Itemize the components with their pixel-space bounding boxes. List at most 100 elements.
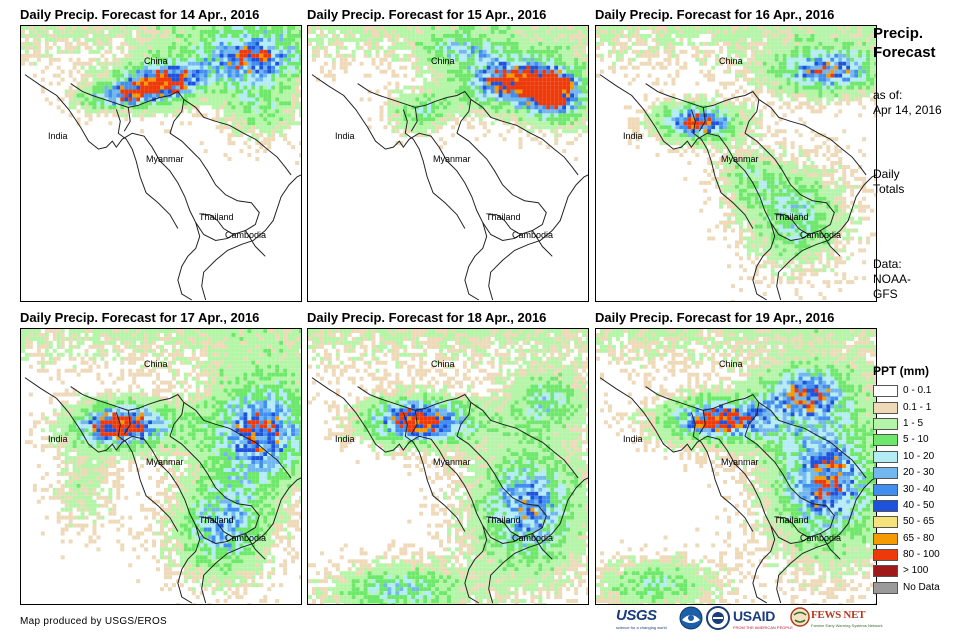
- usaid-seal-icon: [706, 606, 730, 630]
- precip-field: [21, 329, 301, 604]
- legend-swatch: [873, 549, 898, 562]
- legend-label: 1 - 5: [903, 417, 924, 429]
- legend-label: 30 - 40: [903, 483, 935, 495]
- as-of-label: as of:: [873, 88, 903, 102]
- country-label-cambodia: Cambodia: [225, 533, 267, 543]
- precip-cells: [308, 26, 588, 162]
- sidebar-title: Precip. Forecast: [873, 24, 936, 62]
- country-label-china: China: [144, 359, 168, 369]
- legend-label: 65 - 80: [903, 532, 935, 544]
- legend-item: 80 - 100: [873, 547, 963, 563]
- legend-item: > 100: [873, 563, 963, 579]
- legend-item: 5 - 10: [873, 432, 963, 448]
- precip-map: China India Myanmar Thailand Cambodia: [307, 328, 589, 605]
- as-of-date: as of: Apr 14, 2016: [873, 88, 942, 118]
- panel-title: Daily Precip. Forecast for 15 Apr., 2016: [307, 7, 547, 22]
- legend-swatch: [873, 516, 898, 529]
- precip-cells: [21, 26, 301, 165]
- country-label-cambodia: Cambodia: [225, 230, 267, 240]
- totals-note: Daily Totals: [873, 167, 904, 197]
- legend-label: 50 - 65: [903, 516, 935, 528]
- country-borders: [311, 74, 588, 301]
- country-label-myanmar: Myanmar: [433, 457, 471, 467]
- panel-title: Daily Precip. Forecast for 18 Apr., 2016: [307, 310, 547, 325]
- precip-field: [596, 329, 876, 604]
- country-label-india: India: [623, 131, 643, 141]
- usgs-wordmark: USGS: [616, 607, 657, 624]
- country-label-myanmar: Myanmar: [433, 154, 471, 164]
- legend-label: No Data: [903, 581, 940, 593]
- country-label-cambodia: Cambodia: [800, 533, 842, 543]
- legend-item: 0 - 0.1: [873, 383, 963, 399]
- legend-swatch: [873, 565, 898, 578]
- legend-swatch: [873, 434, 898, 447]
- country-label-thailand: Thailand: [486, 515, 521, 525]
- precip-legend: PPT (mm) 0 - 0.1 0.1 - 1 1 - 5 5 - 10 10 - 2…: [873, 364, 963, 596]
- legend-swatch: [873, 532, 898, 545]
- country-label-cambodia: Cambodia: [512, 533, 554, 543]
- country-label-cambodia: Cambodia: [800, 230, 842, 240]
- country-label-china: China: [431, 359, 455, 369]
- legend-swatch: [873, 483, 898, 496]
- sidebar-title-line: Forecast: [873, 44, 936, 61]
- legend-title: PPT (mm): [873, 364, 930, 378]
- legend-label: 40 - 50: [903, 499, 935, 511]
- legend-label: 5 - 10: [903, 434, 929, 446]
- panel-title: Daily Precip. Forecast for 17 Apr., 2016: [20, 310, 260, 325]
- precip-map: China India Myanmar Thailand Cambodia: [595, 25, 877, 302]
- panel-title: Daily Precip. Forecast for 16 Apr., 2016: [595, 7, 835, 22]
- legend-item: No Data: [873, 580, 963, 596]
- usaid-wordmark: USAID: [733, 608, 776, 624]
- data-source-line: NOAA-: [873, 272, 912, 286]
- country-borders: [24, 377, 301, 604]
- country-label-myanmar: Myanmar: [146, 154, 184, 164]
- precip-cells: [308, 329, 588, 604]
- country-label-india: India: [623, 434, 643, 444]
- legend-item: 65 - 80: [873, 531, 963, 547]
- fews-wordmark: FEWS NET: [811, 609, 866, 621]
- usaid-seal: [706, 606, 730, 636]
- country-label-india: India: [48, 434, 68, 444]
- country-label-china: China: [719, 359, 743, 369]
- precip-field: [308, 26, 588, 301]
- country-label-myanmar: Myanmar: [721, 457, 759, 467]
- totals-line: Daily: [873, 167, 900, 181]
- legend-swatch: [873, 499, 898, 512]
- country-label-cambodia: Cambodia: [512, 230, 554, 240]
- country-label-myanmar: Myanmar: [146, 457, 184, 467]
- legend-label: 0.1 - 1: [903, 401, 932, 413]
- legend-item: 40 - 50: [873, 498, 963, 514]
- country-label-china: China: [144, 56, 168, 66]
- panel-title: Daily Precip. Forecast for 19 Apr., 2016: [595, 310, 835, 325]
- precip-map: China India Myanmar Thailand Cambodia: [20, 328, 302, 605]
- legend-item: 30 - 40: [873, 481, 963, 497]
- usgs-tagline: science for a changing world: [616, 625, 667, 630]
- legend-swatch: [873, 450, 898, 463]
- precip-field: [21, 26, 301, 301]
- legend-item: 20 - 30: [873, 465, 963, 481]
- country-label-india: India: [335, 434, 355, 444]
- country-label-india: India: [335, 131, 355, 141]
- usgs-logo: USGS science for a changing world: [616, 606, 678, 636]
- panel-title: Daily Precip. Forecast for 14 Apr., 2016: [20, 7, 260, 22]
- legend-label: 0 - 0.1: [903, 385, 932, 397]
- precip-field: [308, 329, 588, 604]
- fews-net-logo: FEWS NET Famine Early Warning Systems Ne…: [811, 606, 883, 636]
- country-label-china: China: [719, 56, 743, 66]
- legend-item: 10 - 20: [873, 449, 963, 465]
- data-source-line: Data:: [873, 257, 902, 271]
- precip-map: China India Myanmar Thailand Cambodia: [307, 25, 589, 302]
- country-label-thailand: Thailand: [774, 212, 809, 222]
- legend-label: 80 - 100: [903, 549, 940, 561]
- as-of-value: Apr 14, 2016: [873, 103, 942, 117]
- legend-swatch: [873, 467, 898, 480]
- noaa-emblem-icon: [679, 606, 703, 630]
- legend-item: 1 - 5: [873, 416, 963, 432]
- country-borders: [24, 74, 301, 301]
- country-borders: [599, 377, 876, 604]
- fews-tagline: Famine Early Warning Systems Network: [811, 623, 883, 628]
- legend-item: 50 - 65: [873, 514, 963, 530]
- sidebar-title-line: Precip.: [873, 25, 924, 42]
- fews-emblem: [790, 606, 810, 636]
- country-label-thailand: Thailand: [199, 515, 234, 525]
